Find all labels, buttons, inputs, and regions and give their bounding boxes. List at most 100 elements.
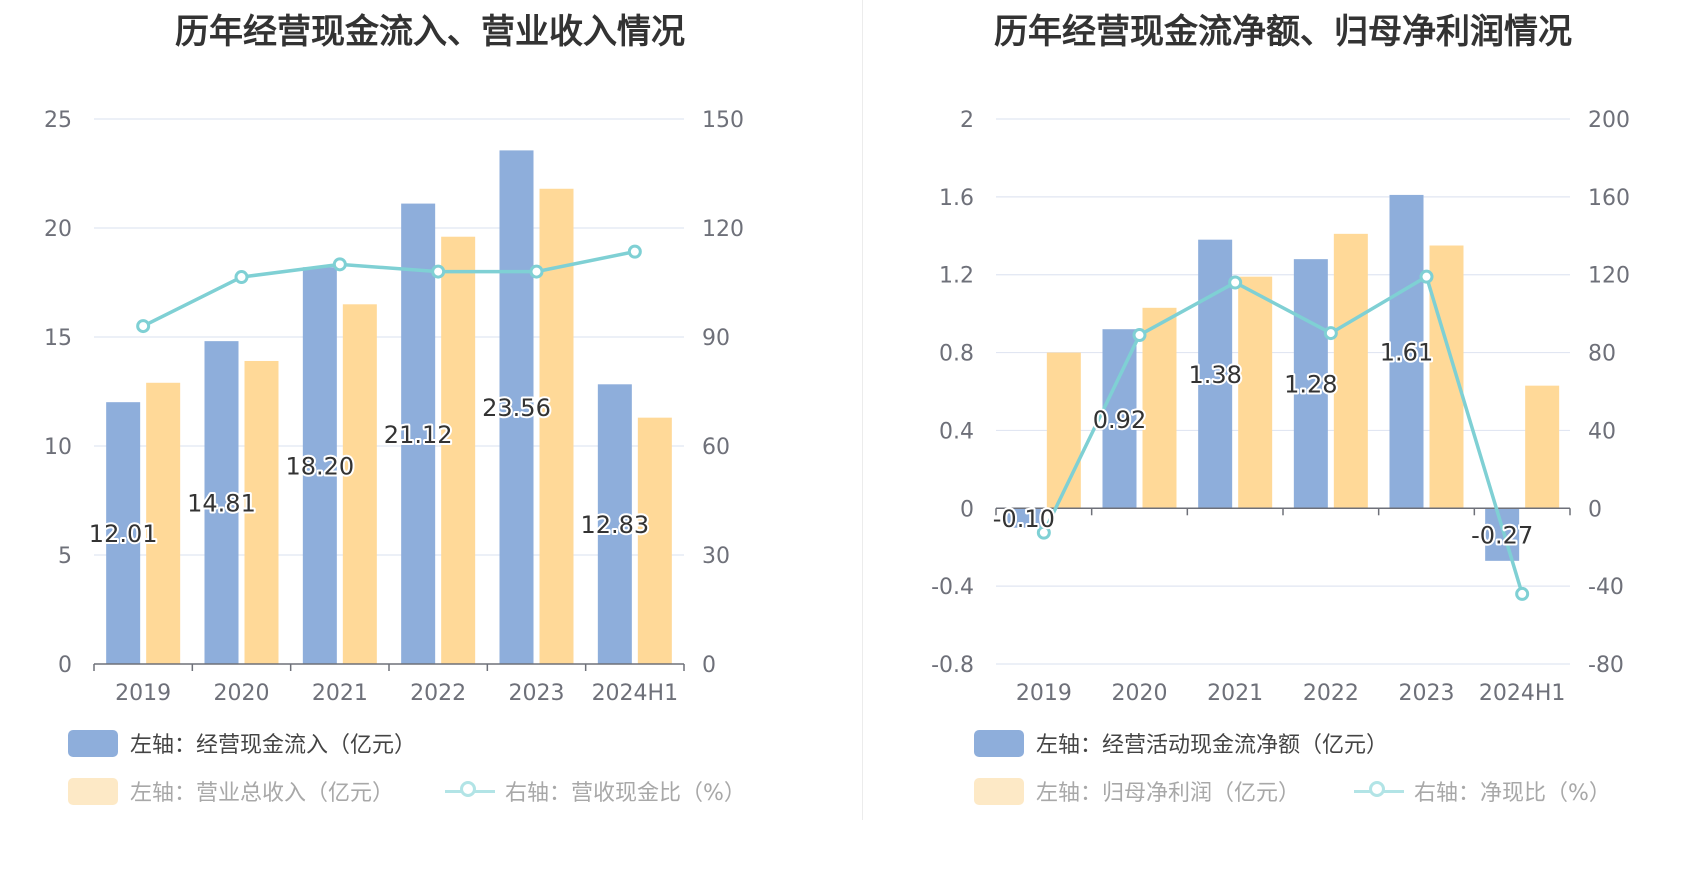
legend-swatch-yellow	[68, 777, 118, 805]
bar-blue	[401, 203, 436, 665]
legend-label: 左轴：营业总收入（亿元）	[130, 781, 395, 806]
ratio-point	[1036, 525, 1051, 540]
x-tick-label: 2023	[1399, 681, 1455, 706]
bar-yellow	[244, 360, 279, 664]
bar-blue	[1198, 239, 1233, 509]
x-tick-label: 2021	[312, 681, 368, 706]
y-left-tick-label: 0	[58, 653, 72, 678]
y-right-tick-label: 150	[702, 108, 744, 133]
y-right-tick-label: 90	[702, 326, 730, 351]
bar-yellow	[1238, 276, 1273, 509]
legend-item-net-profit[interactable]: 左轴：归母净利润（亿元）	[974, 775, 1300, 807]
bar-blue	[1293, 259, 1328, 509]
ratio-point	[136, 319, 151, 334]
x-tick-label: 2021	[1207, 681, 1263, 706]
bar-yellow	[1142, 307, 1177, 509]
legend-item-revenue[interactable]: 左轴：营业总收入（亿元）	[68, 775, 394, 807]
ratio-point	[1419, 269, 1434, 284]
legend-line-circle-icon	[445, 780, 495, 802]
ratio-point	[1228, 275, 1243, 290]
y-left-tick-label: 5	[58, 544, 72, 569]
ratio-point	[529, 264, 544, 279]
chart-panel-cashflow-revenue: 历年经营现金流入、营业收入情况 0 5 10 15 20 25 0 30 60 90 120 150 2…	[44, 12, 746, 807]
bar-yellow	[1333, 233, 1368, 509]
ratio-point	[1515, 586, 1530, 601]
y-right-tick-label: 0	[1588, 497, 1602, 522]
x-tick-label: 2020	[214, 681, 270, 706]
bar-data-label: 18.20	[285, 453, 354, 481]
y-right-tick-label: -40	[1588, 575, 1624, 600]
bar-blue	[106, 402, 141, 664]
x-tick-label: 2024H1	[592, 681, 679, 706]
legend-swatch-blue	[68, 729, 118, 757]
panel-divider	[862, 0, 863, 820]
ratio-point	[1323, 326, 1338, 341]
y-right-tick-label: 160	[1588, 186, 1630, 211]
x-tick-label: 2022	[1303, 681, 1359, 706]
bar-blue	[1389, 194, 1424, 509]
y-left-tick-label: 15	[44, 326, 72, 351]
bar-yellow	[146, 382, 181, 664]
y-left-tick-label: -0.8	[931, 653, 974, 678]
x-tick-label: 2022	[410, 681, 466, 706]
x-tick-label: 2024H1	[1479, 681, 1566, 706]
y-left-tick-label: 10	[44, 435, 72, 460]
bar-data-label: -0.27	[1471, 522, 1533, 550]
legend-item-ratio[interactable]: 右轴：营收现金比（%）	[445, 775, 746, 807]
bar-blue	[1102, 329, 1137, 509]
bar-yellow	[637, 417, 672, 664]
ratio-point	[234, 270, 249, 285]
y-right-tick-label: 200	[1588, 108, 1630, 133]
y-right-tick-label: 0	[702, 653, 716, 678]
bar-yellow	[342, 304, 377, 664]
y-left-tick-label: 1.6	[939, 186, 974, 211]
chart-title: 历年经营现金流入、营业收入情况	[175, 12, 685, 52]
y-left-tick-label: 1.2	[939, 264, 974, 289]
y-left-tick-label: 20	[44, 217, 72, 242]
y-right-tick-label: 120	[1588, 264, 1630, 289]
bar-data-label: 12.01	[89, 520, 158, 548]
ratio-point	[431, 264, 446, 279]
bar-blue	[499, 150, 534, 665]
legend-label: 左轴：经营现金流入（亿元）	[130, 733, 417, 758]
x-tick-label: 2023	[509, 681, 565, 706]
chart-plot-area: -0.8 -0.4 0 0.4 0.8 1.2 1.6 2 -80 -40 0 40 80 120 160 2…	[931, 108, 1630, 706]
bar-yellow	[1046, 352, 1081, 509]
y-left-tick-label: -0.4	[931, 575, 974, 600]
y-right-tick-label: 40	[1588, 419, 1616, 444]
x-tick-label: 2019	[1016, 681, 1072, 706]
legend-label: 左轴：经营活动现金流净额（亿元）	[1036, 733, 1389, 758]
bar-data-label: 1.28	[1284, 371, 1337, 399]
bar-blue	[302, 267, 337, 664]
bar-data-label: -0.10	[993, 505, 1055, 533]
ratio-point	[627, 244, 642, 259]
bar-data-label: 1.61	[1380, 339, 1433, 367]
ratio-point	[332, 257, 347, 272]
chart-title: 历年经营现金流净额、归母净利润情况	[994, 12, 1572, 52]
ratio-line	[1042, 274, 1524, 595]
legend-label: 左轴：归母净利润（亿元）	[1036, 781, 1301, 806]
bar-data-label: 1.38	[1188, 361, 1241, 389]
legend-swatch-yellow	[974, 777, 1024, 805]
legend-label: 右轴：营收现金比（%）	[505, 781, 746, 806]
chart-plot-area: 0 5 10 15 20 25 0 30 60 90 120 150 2019 2020 2021 2022 2…	[44, 108, 744, 706]
y-right-tick-label: 80	[1588, 342, 1616, 367]
bar-data-label: 23.56	[482, 394, 551, 422]
bar-blue	[1485, 508, 1520, 561]
bar-data-label: 0.92	[1093, 406, 1146, 434]
bar-data-label: 12.83	[580, 511, 649, 539]
x-tick-label: 2019	[115, 681, 171, 706]
legend-swatch-blue	[974, 729, 1024, 757]
bar-blue	[1006, 508, 1041, 528]
legend-item-net-ratio[interactable]: 右轴：净现比（%）	[1354, 775, 1611, 807]
bar-blue	[597, 384, 632, 664]
bar-yellow	[539, 188, 574, 664]
bar-yellow	[441, 236, 476, 664]
y-right-tick-label: 30	[702, 544, 730, 569]
legend-label: 右轴：净现比（%）	[1414, 781, 1611, 806]
bar-yellow	[1525, 385, 1560, 509]
legend-item-cash-inflow[interactable]: 左轴：经营现金流入（亿元）	[68, 727, 416, 759]
legend-item-net-cashflow[interactable]: 左轴：经营活动现金流净额（亿元）	[974, 727, 1388, 759]
ratio-line	[142, 249, 636, 328]
bar-data-label: 14.81	[187, 490, 256, 518]
